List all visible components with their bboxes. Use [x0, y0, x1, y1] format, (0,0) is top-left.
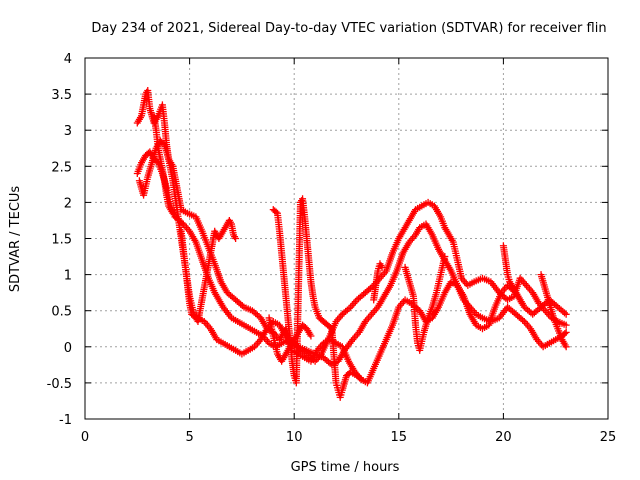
gridlines	[85, 58, 608, 419]
data-point	[357, 375, 365, 383]
y-axis-label: SDTVAR / TECUs	[8, 186, 23, 293]
x-axis-label: GPS time / hours	[291, 460, 400, 475]
axis-ticks: 0 5 10 15 20 25 -1 -0.5 0 0.5 1 1.5 2 2.5 3 3.5 4	[47, 52, 617, 445]
y-tick-label: -0.5	[47, 377, 72, 392]
y-tick-label: 0.5	[51, 305, 72, 320]
data-point	[562, 343, 570, 351]
data-point	[356, 374, 364, 382]
chart-title: Day 234 of 2021, Sidereal Day-to-day VTE…	[91, 21, 606, 36]
data-point	[562, 328, 570, 336]
data-points	[133, 86, 570, 401]
data-point	[232, 235, 240, 242]
data-point	[307, 332, 315, 340]
data-point	[518, 299, 526, 307]
y-tick-label: 1.5	[51, 233, 72, 248]
y-tick-label: -1	[59, 413, 72, 428]
series-A	[133, 86, 570, 365]
y-tick-label: 2.5	[51, 160, 72, 175]
data-point	[562, 310, 570, 318]
data-point	[560, 309, 568, 317]
series-E	[150, 112, 570, 365]
data-point	[378, 263, 386, 271]
data-point	[326, 324, 334, 332]
x-tick-label: 5	[185, 430, 193, 445]
data-point	[272, 208, 280, 216]
data-point	[519, 316, 527, 324]
y-tick-label: 4	[64, 52, 72, 67]
y-tick-label: 3.5	[51, 88, 72, 103]
data-point	[562, 321, 570, 329]
data-point	[238, 302, 246, 310]
x-tick-label: 25	[600, 430, 617, 445]
data-point	[345, 305, 353, 313]
x-tick-label: 0	[81, 430, 89, 445]
data-point	[169, 209, 177, 217]
y-tick-label: 3	[64, 124, 72, 139]
data-point	[441, 253, 449, 261]
y-tick-label: 1	[64, 269, 72, 284]
x-tick-label: 10	[286, 430, 303, 445]
y-tick-label: 0	[64, 341, 72, 356]
series-D	[177, 195, 365, 401]
x-tick-label: 20	[495, 430, 512, 445]
y-tick-label: 2	[64, 196, 72, 211]
x-tick-label: 15	[391, 430, 408, 445]
